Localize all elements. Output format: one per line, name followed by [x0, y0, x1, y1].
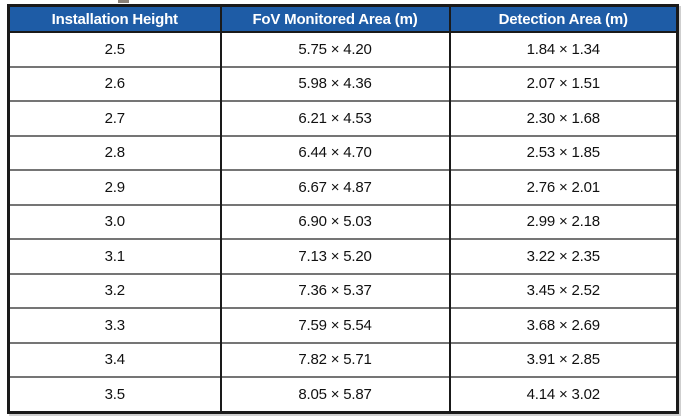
table-cell: 6.90 × 5.03: [219, 203, 450, 239]
table-cell: 6.21 × 4.53: [219, 100, 450, 136]
table-cell: 3.0: [8, 203, 221, 239]
table-cell: 3.5: [8, 376, 221, 412]
col-header-detection-area: Detection Area (m): [448, 5, 678, 33]
table-row: 2.5 5.75 × 4.20 1.84 × 1.34: [8, 32, 678, 67]
table-row: 3.1 7.13 × 5.20 3.22 × 2.35: [8, 238, 678, 274]
table-cell: 3.22 × 2.35: [448, 238, 678, 274]
cropped-text-artifact: [118, 0, 129, 3]
table-cell: 2.30 × 1.68: [448, 100, 678, 136]
table-row: 3.2 7.36 × 5.37 3.45 × 2.52: [8, 272, 678, 308]
table-cell: 2.7: [8, 100, 221, 136]
table-cell: 6.67 × 4.87: [219, 169, 450, 205]
table-cell: 5.75 × 4.20: [219, 32, 450, 67]
table-cell: 2.6: [8, 65, 221, 101]
table-cell: 7.36 × 5.37: [219, 272, 450, 308]
table-cell: 6.44 × 4.70: [219, 134, 450, 170]
table-row: 2.7 6.21 × 4.53 2.30 × 1.68: [8, 100, 678, 136]
table-cell: 2.5: [8, 32, 221, 67]
table-cell: 2.99 × 2.18: [448, 203, 678, 239]
table-cell: 1.84 × 1.34: [448, 32, 678, 67]
table-cell: 5.98 × 4.36: [219, 65, 450, 101]
table-cell: 7.13 × 5.20: [219, 238, 450, 274]
table-cell: 3.1: [8, 238, 221, 274]
table-row: 2.8 6.44 × 4.70 2.53 × 1.85: [8, 134, 678, 170]
table-cell: 7.82 × 5.71: [219, 341, 450, 377]
table-cell: 2.9: [8, 169, 221, 205]
table-row: 2.9 6.67 × 4.87 2.76 × 2.01: [8, 169, 678, 205]
table-cell: 4.14 × 3.02: [448, 376, 678, 412]
table-cell: 2.76 × 2.01: [448, 169, 678, 205]
table-cell: 3.68 × 2.69: [448, 307, 678, 343]
table-row: 2.6 5.98 × 4.36 2.07 × 1.51: [8, 65, 678, 101]
table-cell: 3.91 × 2.85: [448, 341, 678, 377]
table-cell: 2.8: [8, 134, 221, 170]
fov-detection-area-table: Installation Height FoV Monitored Area (…: [7, 4, 679, 414]
table-cell: 3.4: [8, 341, 221, 377]
col-header-installation-height: Installation Height: [8, 5, 221, 33]
table-cell: 2.07 × 1.51: [448, 65, 678, 101]
table-cell: 2.53 × 1.85: [448, 134, 678, 170]
table-body: 2.5 5.75 × 4.20 1.84 × 1.34 2.6 5.98 × 4.36 2…: [8, 32, 678, 412]
table-cell: 3.2: [8, 272, 221, 308]
table-cell: 8.05 × 5.87: [219, 376, 450, 412]
table-row: 3.3 7.59 × 5.54 3.68 × 2.69: [8, 307, 678, 343]
col-header-fov-monitored-area: FoV Monitored Area (m): [219, 5, 450, 33]
table-row: 3.5 8.05 × 5.87 4.14 × 3.02: [8, 376, 678, 412]
table-cell: 7.59 × 5.54: [219, 307, 450, 343]
table-row: 3.0 6.90 × 5.03 2.99 × 2.18: [8, 203, 678, 239]
table-cell: 3.45 × 2.52: [448, 272, 678, 308]
table-cell: 3.3: [8, 307, 221, 343]
table-row: 3.4 7.82 × 5.71 3.91 × 2.85: [8, 341, 678, 377]
table-header-row: Installation Height FoV Monitored Area (…: [8, 5, 678, 33]
